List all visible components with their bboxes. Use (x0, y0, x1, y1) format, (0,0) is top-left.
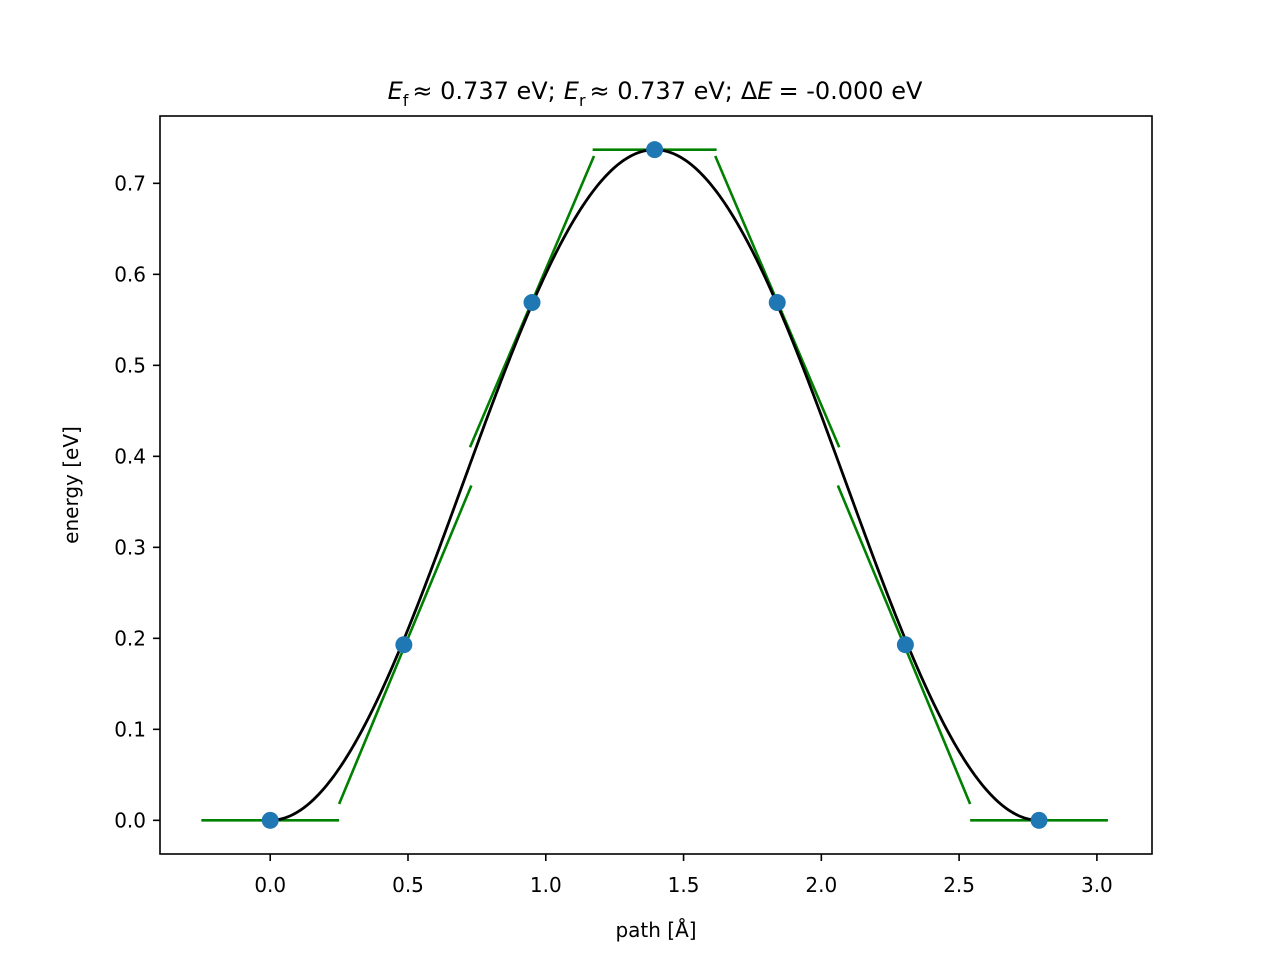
energy-spline (270, 148, 1040, 822)
y-tick-label-1: 0.1 (114, 717, 146, 741)
y-axis-label: energy [eV] (59, 426, 83, 544)
x-tick-label-6: 3.0 (1081, 873, 1113, 897)
title-de-text: = -0.000 eV (778, 77, 923, 105)
x-tick-label-1: 0.5 (392, 873, 424, 897)
image-point-6 (1030, 811, 1048, 829)
chart-title: Ef ≈ 0.737 eV; Er ≈ 0.737 eV; ΔE = -0.000 eV (388, 77, 923, 110)
y-tick-label-4: 0.4 (114, 444, 146, 468)
title-de-delta: Δ (741, 77, 758, 105)
image-point-1 (395, 636, 413, 654)
y-tick-label-7: 0.7 (114, 171, 146, 195)
title-ef-sub: f (403, 91, 409, 110)
title-ef-symbol: E (388, 77, 404, 105)
image-point-0 (261, 811, 279, 829)
title-er-symbol: E (564, 77, 580, 105)
y-tick-label-3: 0.3 (114, 535, 146, 559)
title-er-text: ≈ 0.737 eV; (590, 77, 733, 105)
spline-curve (270, 148, 1040, 822)
image-point-5 (896, 636, 914, 654)
title-de-symbol: E (757, 77, 773, 105)
plot-frame (159, 115, 1153, 855)
image-point-2 (523, 294, 541, 312)
x-axis-label: path [Å] (615, 918, 696, 942)
x-tick-label-2: 1.0 (530, 873, 562, 897)
title-ef-text: ≈ 0.737 eV; (412, 77, 555, 105)
x-tick-label-3: 1.5 (668, 873, 700, 897)
y-tick-label-0: 0.0 (114, 808, 146, 832)
image-point-4 (768, 294, 786, 312)
y-axis-ticks: 0.0 0.1 0.2 0.3 0.4 0.5 0.6 0.7 (114, 171, 160, 832)
y-tick-label-6: 0.6 (114, 262, 146, 286)
y-tick-label-5: 0.5 (114, 353, 146, 377)
x-axis-ticks: 0.0 0.5 1.0 1.5 2.0 2.5 3.0 (254, 854, 1113, 897)
title-er-sub: r (579, 91, 586, 110)
image-point-3 (646, 141, 664, 159)
y-tick-label-2: 0.2 (114, 626, 146, 650)
tangent-lines (201, 148, 1108, 822)
x-tick-label-0: 0.0 (254, 873, 286, 897)
x-tick-label-4: 2.0 (805, 873, 837, 897)
x-tick-label-5: 2.5 (943, 873, 975, 897)
image-points (261, 141, 1048, 829)
